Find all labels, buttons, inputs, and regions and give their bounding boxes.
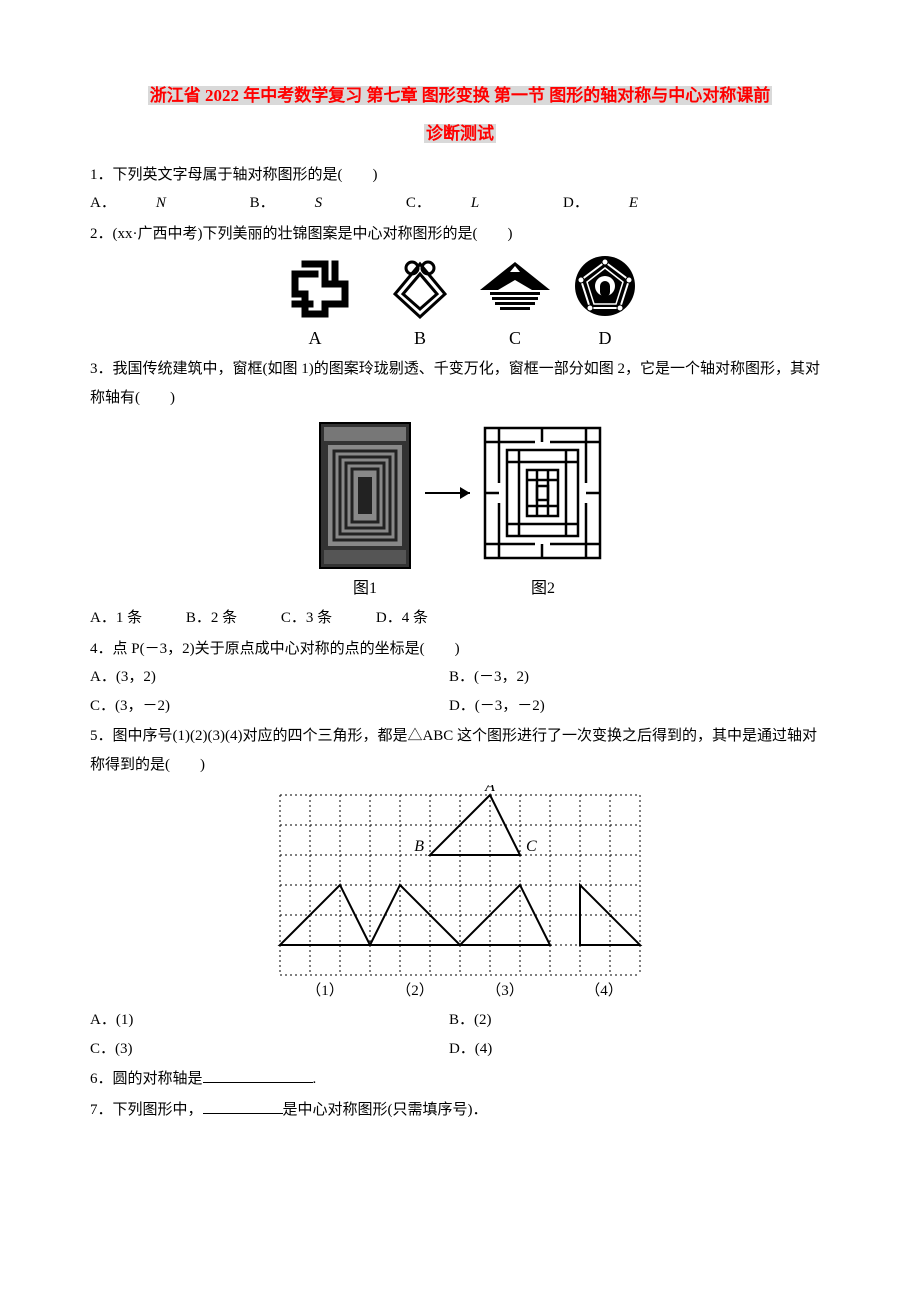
q1-optC: C．L — [406, 189, 519, 218]
q3-optD: D．4 条 — [376, 604, 428, 633]
q5-optD: D．(4) — [449, 1035, 804, 1064]
q5-grid-figure: A B C （1） （2） （3） （4） — [260, 785, 660, 1000]
q2-icon-B — [395, 262, 445, 317]
q4-options: A．(3，2) B．(－3，2) C．(3，－2) D．(－3，－2) — [90, 663, 830, 720]
q5-optA: A．(1) — [90, 1006, 445, 1035]
q4-optB: B．(－3，2) — [449, 663, 804, 692]
q1-stem: 1．下列英文字母属于轴对称图形的是( ) — [90, 161, 830, 190]
q3-optC: C．3 条 — [281, 604, 332, 633]
svg-text:（2）: （2） — [396, 982, 434, 999]
q6-stem-a: 6．圆的对称轴是 — [90, 1071, 203, 1087]
svg-text:A: A — [484, 785, 495, 795]
question-4: 4．点 P(－3，2)关于原点成中心对称的点的坐标是( ) A．(3，2) B．… — [90, 635, 830, 721]
question-7: 7．下列图形中， 是中心对称图形(只需填序号)． — [90, 1096, 830, 1125]
q2-stem: 2．(xx·广西中考)下列美丽的壮锦图案是中心对称图形的是( ) — [90, 220, 830, 249]
q5-options: A．(1) B．(2) C．(3) D．(4) — [90, 1006, 830, 1063]
q3-options: A．1 条 B．2 条 C．3 条 D．4 条 — [90, 604, 830, 633]
q4-optC: C．(3，－2) — [90, 692, 445, 721]
q2-icon-C — [480, 262, 550, 310]
q1-optB: B．S — [250, 189, 363, 218]
q2-label-B: B — [414, 328, 426, 348]
q7-blank — [203, 1098, 283, 1114]
svg-text:（4）: （4） — [585, 982, 623, 999]
q4-stem: 4．点 P(－3，2)关于原点成中心对称的点的坐标是( ) — [90, 635, 830, 664]
q2-figure-row: A B C D — [90, 254, 830, 349]
q3-fig1 — [320, 423, 410, 568]
q3-fig1-label: 图1 — [353, 580, 377, 597]
q5-optC: C．(3) — [90, 1035, 445, 1064]
q3-figure-row: 图1 图2 — [90, 418, 830, 598]
q4-optD: D．(－3，－2) — [449, 692, 804, 721]
q1-optD: D．E — [563, 189, 678, 218]
title-text-2: 诊断测试 — [424, 124, 496, 143]
arrow-icon — [425, 487, 470, 499]
q2-label-C: C — [509, 328, 521, 348]
q5-figure-row: A B C （1） （2） （3） （4） — [90, 785, 830, 1000]
q2-label-A: A — [309, 328, 322, 348]
question-5: 5．图中序号(1)(2)(3)(4)对应的四个三角形，都是△ABC 这个图形进行… — [90, 722, 830, 1063]
q2-label-D: D — [599, 328, 612, 348]
question-6: 6．圆的对称轴是. — [90, 1065, 830, 1094]
question-1: 1．下列英文字母属于轴对称图形的是( ) A．N B．S C．L D．E — [90, 161, 830, 218]
q1-options: A．N B．S C．L D．E — [90, 189, 830, 218]
q1-optA: A．N — [90, 189, 206, 218]
question-3: 3．我国传统建筑中，窗框(如图 1)的图案玲珑剔透、千变万化，窗框一部分如图 2… — [90, 355, 830, 633]
q3-stem: 3．我国传统建筑中，窗框(如图 1)的图案玲珑剔透、千变万化，窗框一部分如图 2… — [90, 355, 830, 412]
title-line-1: 浙江省 2022 年中考数学复习 第七章 图形变换 第一节 图形的轴对称与中心对… — [90, 80, 830, 112]
svg-text:C: C — [526, 838, 537, 855]
svg-text:B: B — [414, 838, 424, 855]
q2-icon-D — [575, 256, 635, 316]
q2-icons: A B C D — [275, 254, 645, 349]
svg-text:（1）: （1） — [306, 982, 344, 999]
q3-optA: A．1 条 — [90, 604, 142, 633]
q5-stem: 5．图中序号(1)(2)(3)(4)对应的四个三角形，都是△ABC 这个图形进行… — [90, 722, 830, 779]
title-line-2: 诊断测试 — [90, 118, 830, 150]
q6-blank — [203, 1067, 313, 1083]
title-text-1: 浙江省 2022 年中考数学复习 第七章 图形变换 第一节 图形的轴对称与中心对… — [148, 86, 773, 105]
q7-stem-a: 7．下列图形中， — [90, 1102, 203, 1118]
q5-optB: B．(2) — [449, 1006, 804, 1035]
q6-stem-b: . — [313, 1071, 317, 1087]
q3-fig2-label: 图2 — [531, 580, 555, 597]
q7-stem-b: 是中心对称图形(只需填序号)． — [283, 1102, 488, 1118]
svg-text:（3）: （3） — [486, 982, 524, 999]
q3-optB: B．2 条 — [186, 604, 237, 633]
q3-figures: 图1 图2 — [300, 418, 620, 598]
q3-fig2 — [485, 428, 600, 558]
q4-optA: A．(3，2) — [90, 663, 445, 692]
question-2: 2．(xx·广西中考)下列美丽的壮锦图案是中心对称图形的是( ) — [90, 220, 830, 350]
q2-icon-A — [295, 264, 345, 314]
